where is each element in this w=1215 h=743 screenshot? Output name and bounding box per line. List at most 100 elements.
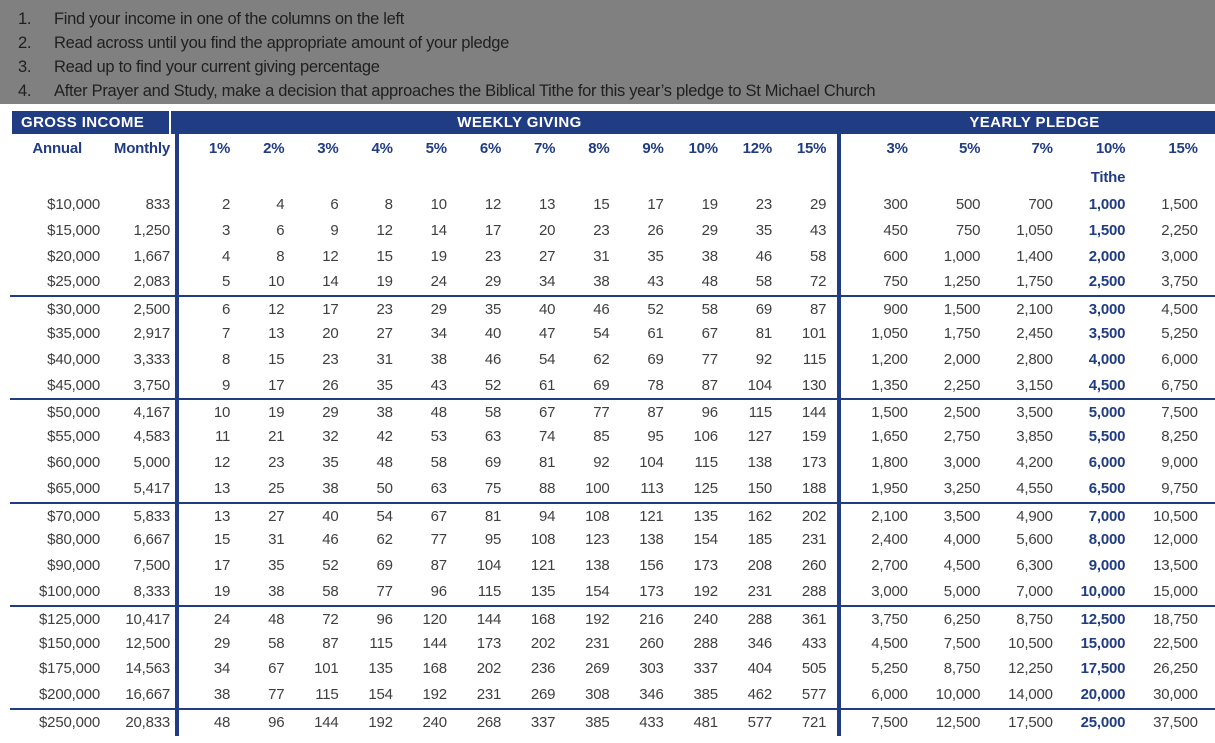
weekly-giving-value: 14 [430,221,447,239]
weekly-giving-value: 50 [376,479,393,497]
weekly-giving-value: 288 [693,634,718,652]
annual-income-value: $25,000 [47,273,100,291]
yearly-pledge-value: 450 [883,221,908,239]
section-divider [834,163,846,192]
instruction-number: 1. [18,10,32,28]
weekly-giving-value: 17 [647,196,664,213]
empty-cell [455,163,509,192]
weekly-giving-value: 236 [530,660,556,678]
annual-income-value: $200,000 [39,686,100,704]
weekly-giving-value: 77 [701,350,718,368]
monthly-income-value: 5,833 [133,507,170,525]
weekly-giving-value: 46 [484,350,502,368]
section-divider [172,449,184,476]
pledge-table: GROSS INCOME WEEKLY GIVING YEARLY PLEDGE… [10,109,1215,736]
yearly-pledge-value: 13,500 [1153,557,1198,575]
empty-cell [846,163,919,192]
instruction-item: 1. Find your income in one of the columns… [18,7,1215,31]
yearly-pledge-value: 30,000 [1153,686,1198,704]
yearly-tithe-value: 3,500 [1088,324,1126,342]
weekly-giving-value: 35 [322,453,339,471]
weekly-percent-header: 9% [642,140,664,157]
yearly-percent-header: 3% [886,140,908,157]
table-row: $25,000 2,083 5 10 14 19 24 29 34 38 43 48 58 72 750 1,… [10,269,1215,295]
instructions-panel: 1. Find your income in one of the columns… [0,0,1215,104]
yearly-pledge-value: 4,550 [1016,479,1053,497]
weekly-giving-value: 135 [530,582,556,600]
monthly-column-header: Monthly [113,140,170,157]
weekly-giving-value: 25 [268,479,285,497]
instruction-number: 3. [18,58,32,76]
weekly-giving-value: 173 [801,453,827,471]
section-divider [834,297,846,323]
section-divider [834,400,846,426]
weekly-giving-value: 29 [701,221,718,239]
weekly-giving-value: 154 [368,686,393,704]
tithe-label-row: Tithe [10,163,1215,192]
weekly-giving-value: 192 [693,582,718,600]
table-row: $45,000 3,750 9 17 26 35 43 52 61 69 78 87 104 130 1,3… [10,372,1215,399]
yearly-pledge-value: 3,850 [1016,428,1053,446]
weekly-giving-value: 35 [647,247,664,265]
weekly-giving-value: 32 [322,428,339,446]
yearly-pledge-value: 3,250 [943,479,981,497]
table-row: $15,000 1,250 3 6 9 12 14 17 20 23 26 29 35 43 450 750 1… [10,217,1215,244]
weekly-giving-value: 58 [430,453,447,471]
weekly-giving-value: 192 [585,610,610,628]
yearly-pledge-value: 10,500 [1008,634,1053,652]
weekly-giving-value: 63 [430,479,447,497]
yearly-pledge-value: 900 [883,301,908,319]
weekly-giving-value: 108 [585,507,610,525]
weekly-giving-value: 19 [268,404,285,422]
weekly-giving-value: 48 [213,713,231,731]
table-row: $60,000 5,000 12 23 35 48 58 69 81 92 104 115 138 173… [10,449,1215,476]
weekly-giving-value: 106 [693,428,718,446]
monthly-income-value: 833 [145,196,171,213]
monthly-income-value: 20,833 [125,713,170,731]
weekly-giving-value: 108 [530,531,556,549]
weekly-giving-value: 48 [268,610,285,628]
weekly-giving-value: 63 [484,428,502,446]
weekly-giving-value: 6 [276,221,285,239]
yearly-pledge-value: 1,400 [1016,247,1053,265]
yearly-tithe-value: 1,000 [1088,196,1126,213]
weekly-giving-value: 46 [322,531,339,549]
yearly-pledge-value: 3,750 [871,610,908,628]
yearly-pledge-value: 700 [1028,196,1053,213]
weekly-giving-value: 101 [314,660,339,678]
weekly-giving-value: 144 [314,713,339,731]
monthly-income-value: 3,333 [133,350,170,368]
weekly-giving-value: 87 [430,557,447,575]
annual-income-value: $45,000 [47,376,100,394]
monthly-income-value: 12,500 [125,634,170,652]
instruction-text: After Prayer and Study, make a decision … [54,82,876,100]
weekly-giving-value: 138 [639,531,664,549]
section-divider [172,163,184,192]
table-row: $175,000 14,563 34 67 101 135 168 202 236 269 303 3… [10,656,1215,682]
weekly-giving-value: 216 [639,610,664,628]
yearly-percent-header: 15% [1168,140,1198,157]
weekly-giving-value: 127 [747,428,773,446]
section-divider [172,606,184,633]
weekly-giving-value: 67 [268,660,285,678]
monthly-income-value: 8,333 [133,582,170,600]
weekly-giving-value: 21 [268,428,285,446]
weekly-percent-header: 1% [208,140,231,157]
weekly-giving-value: 35 [755,221,773,239]
weekly-giving-value: 81 [539,453,556,471]
yearly-pledge-value: 2,450 [1016,324,1053,342]
yearly-pledge-value: 1,000 [943,247,981,265]
weekly-giving-value: 69 [755,301,773,319]
tithe-label: Tithe [1090,169,1126,186]
annual-income-value: $10,000 [47,196,100,213]
yearly-tithe-value: 4,000 [1088,350,1126,368]
weekly-giving-value: 115 [802,350,827,368]
weekly-giving-value: 113 [640,479,664,497]
weekly-giving-value: 202 [530,634,556,652]
annual-income-value: $40,000 [47,350,100,368]
weekly-giving-value: 96 [701,404,718,422]
weekly-giving-value: 505 [801,660,827,678]
weekly-giving-value: 58 [755,273,773,291]
monthly-income-value: 5,000 [133,453,170,471]
weekly-giving-value: 74 [539,428,556,446]
